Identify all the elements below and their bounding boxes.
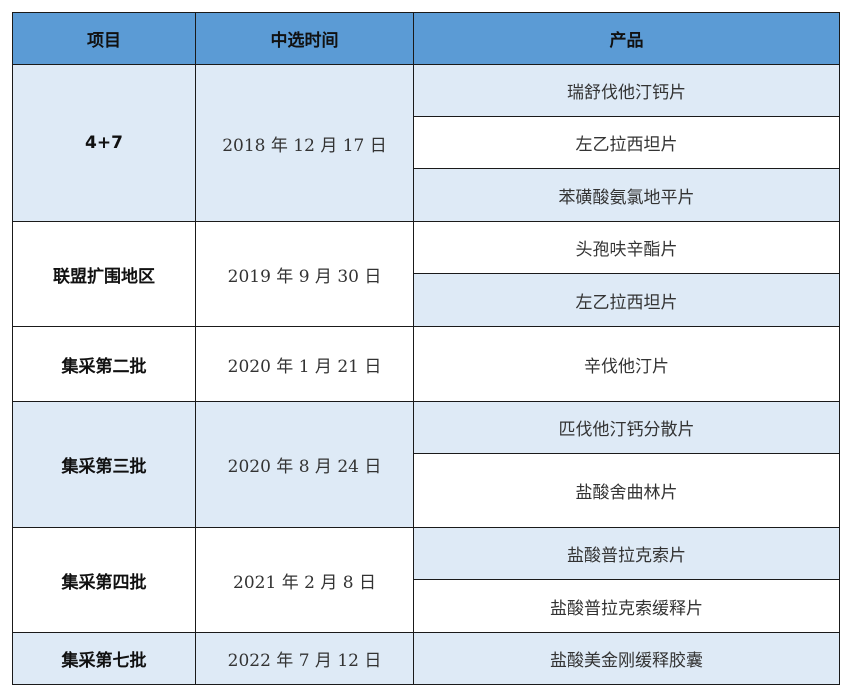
table-row: 左乙拉西坦片	[13, 116, 840, 169]
project-cell: 联盟扩围地区	[12, 221, 196, 327]
header-project: 项目	[12, 12, 196, 65]
project-cell: 集采第四批	[12, 527, 196, 633]
product-cell: 瑞舒伐他汀钙片	[413, 64, 840, 117]
product-cell: 匹伐他汀钙分散片	[413, 401, 840, 454]
project-cell: 4+7	[12, 64, 196, 222]
product-cell: 左乙拉西坦片	[413, 273, 840, 327]
date-cell: 2020 年 1 月 21 日	[195, 326, 414, 402]
table-row: 4+7 2018 年 12 月 17 日 瑞舒伐他汀钙片	[12, 64, 840, 222]
table-row: 联盟扩围地区 2019 年 9 月 30 日 头孢呋辛酯片	[12, 221, 840, 327]
product-cell: 盐酸美金刚缓释胶囊	[413, 632, 840, 685]
header-product: 产品	[413, 12, 840, 65]
date-cell: 2019 年 9 月 30 日	[195, 221, 414, 327]
table-row: 苯磺酸氨氯地平片	[13, 168, 840, 222]
product-cell: 左乙拉西坦片	[413, 116, 840, 169]
project-cell: 集采第三批	[12, 401, 196, 528]
product-cell: 盐酸普拉克索缓释片	[413, 579, 840, 633]
date-cell: 2022 年 7 月 12 日	[195, 632, 414, 685]
product-cell: 苯磺酸氨氯地平片	[413, 168, 840, 222]
project-cell: 集采第七批	[12, 632, 196, 685]
product-cell: 盐酸舍曲林片	[413, 453, 840, 528]
header-row: 项目 中选时间 产品	[12, 12, 840, 65]
header-date: 中选时间	[195, 12, 414, 65]
date-cell: 2018 年 12 月 17 日	[195, 64, 414, 222]
table-row: 集采第二批 2020 年 1 月 21 日 辛伐他汀片	[12, 326, 840, 402]
table-row: 集采第四批 2021 年 2 月 8 日 盐酸普拉克索片	[12, 527, 840, 633]
procurement-table: 项目 中选时间 产品 4+7 2018 年 12 月 17 日 瑞舒伐他汀钙片 …	[12, 12, 840, 685]
product-cell: 辛伐他汀片	[413, 326, 840, 402]
table-row: 盐酸舍曲林片	[13, 453, 840, 528]
date-cell: 2021 年 2 月 8 日	[195, 527, 414, 633]
product-cell: 头孢呋辛酯片	[413, 221, 840, 274]
product-cell: 盐酸普拉克索片	[413, 527, 840, 580]
table-row: 集采第三批 2020 年 8 月 24 日 匹伐他汀钙分散片	[12, 401, 840, 528]
date-cell: 2020 年 8 月 24 日	[195, 401, 414, 528]
project-cell: 集采第二批	[12, 326, 196, 402]
table-row: 集采第七批 2022 年 7 月 12 日 盐酸美金刚缓释胶囊	[12, 632, 840, 685]
table-row: 盐酸普拉克索缓释片	[13, 579, 840, 633]
